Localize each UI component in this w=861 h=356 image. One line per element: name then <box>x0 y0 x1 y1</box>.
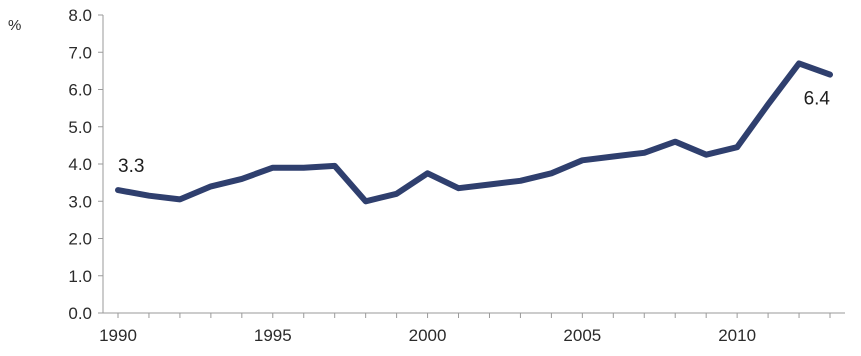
y-axis-unit-label: % <box>8 17 21 34</box>
x-tick-label: 1990 <box>99 326 137 345</box>
y-tick-label: 1.0 <box>68 267 92 286</box>
y-tick-label: 5.0 <box>68 118 92 137</box>
y-tick-label: 8.0 <box>68 6 92 25</box>
y-tick-label: 0.0 <box>68 304 92 323</box>
y-tick-label: 6.0 <box>68 81 92 100</box>
y-axis-ticks: 0.0 1.0 2.0 3.0 4.0 5.0 6.0 7.0 8.0 <box>68 6 103 323</box>
y-tick-label: 7.0 <box>68 43 92 62</box>
data-label-2013: 6.4 <box>804 89 831 110</box>
x-tick-label: 2010 <box>718 326 756 345</box>
x-tick-label: 1995 <box>254 326 292 345</box>
y-tick-label: 2.0 <box>68 230 92 249</box>
y-tick-label: 3.0 <box>68 192 92 211</box>
x-tick-label: 2000 <box>409 326 447 345</box>
data-labels: 3.3 6.4 <box>118 89 830 177</box>
series-line-0 <box>115 60 833 205</box>
y-tick-label: 4.0 <box>68 155 92 174</box>
data-label-1990: 3.3 <box>118 156 144 177</box>
series-layer <box>115 60 833 205</box>
x-axis-ticks: 1990 1995 2000 2005 2010 <box>99 313 831 345</box>
x-tick-label: 2005 <box>563 326 601 345</box>
